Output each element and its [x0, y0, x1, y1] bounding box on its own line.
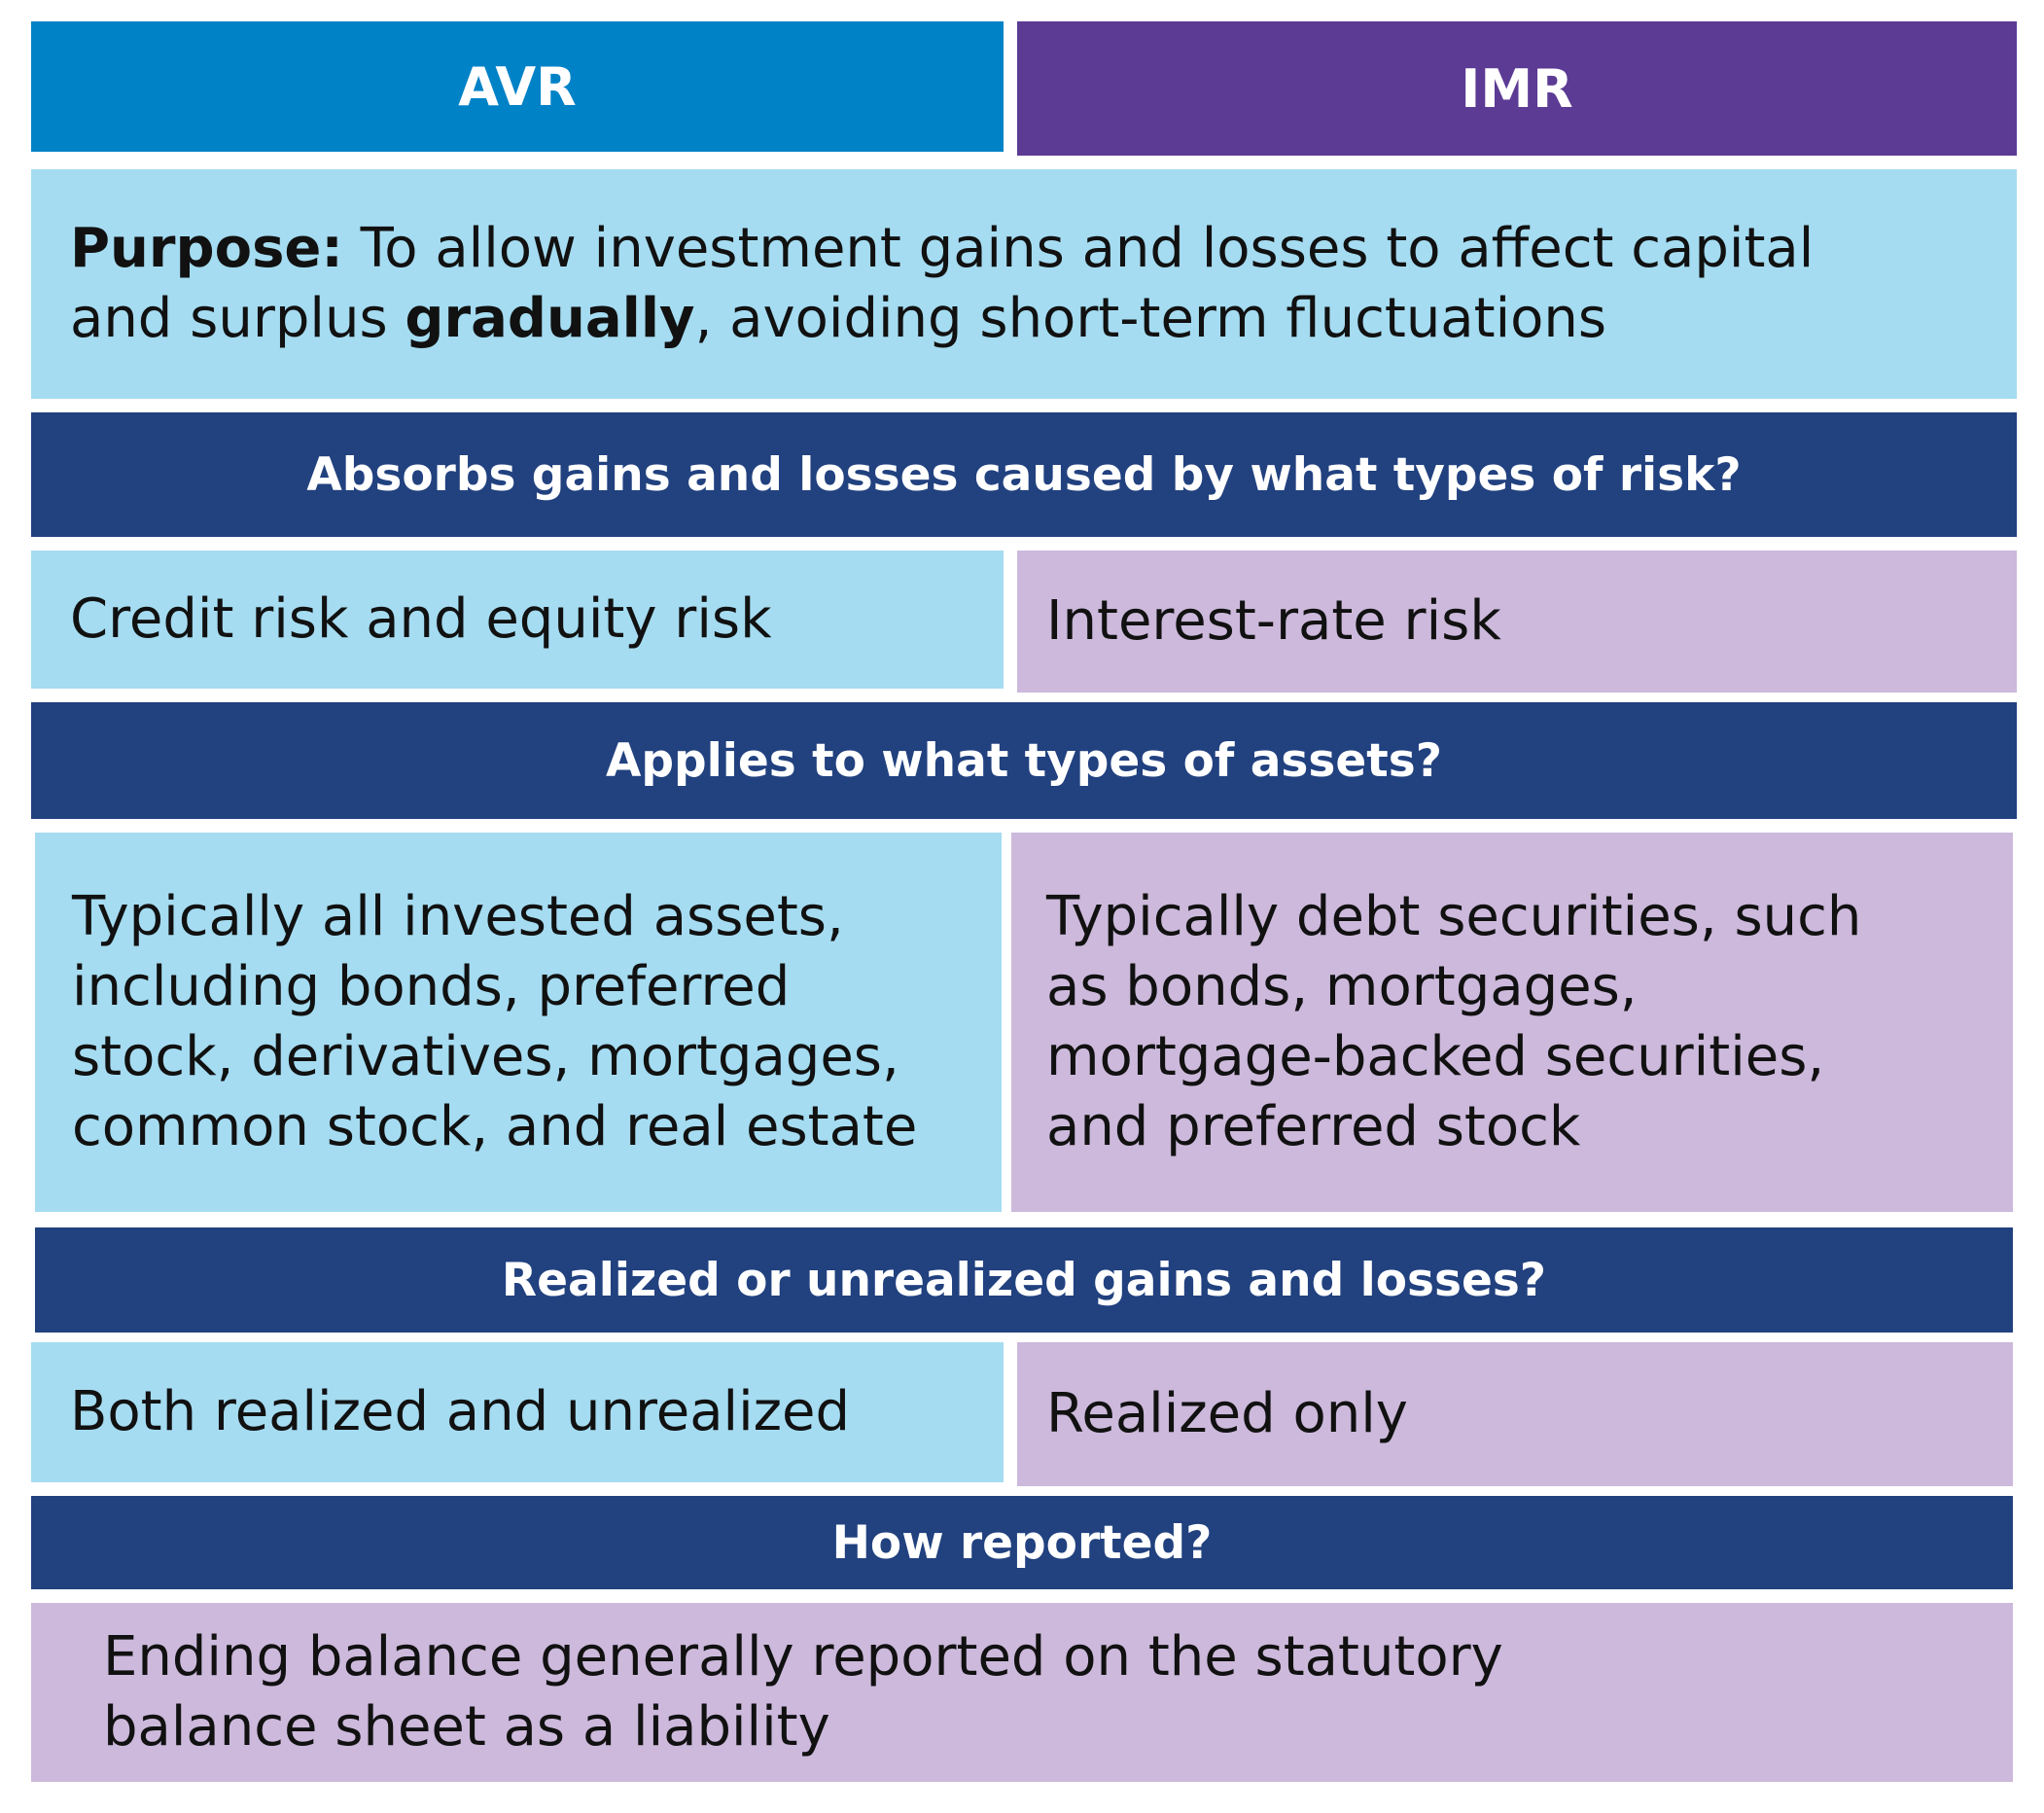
imr-header-label: IMR — [1461, 57, 1573, 120]
reported-answer-text: Ending balance generally reported on the… — [103, 1625, 1503, 1759]
reported-question-header: How reported? — [31, 1496, 2013, 1589]
assets-question: Applies to what types of assets? — [606, 733, 1442, 788]
avr-gains-cell: Both realized and unrealized — [31, 1342, 1004, 1482]
avr-header-label: AVR — [458, 55, 577, 118]
purpose-text: Purpose: To allow investment gains and l… — [70, 214, 1918, 354]
purpose-label: Purpose: — [70, 217, 343, 280]
gains-question-header: Realized or unrealized gains and losses? — [35, 1227, 2013, 1333]
imr-gains-cell: Realized only — [1017, 1342, 2013, 1486]
assets-question-header: Applies to what types of assets? — [31, 702, 2017, 819]
avr-assets-text: Typically all invested assets, including… — [72, 885, 918, 1158]
imr-assets-text: Typically debt securities, such as bonds… — [1046, 885, 1862, 1158]
imr-gains-text: Realized only — [1046, 1382, 1408, 1445]
imr-risk-cell: Interest-rate risk — [1017, 551, 2017, 693]
purpose-text-part1: To allow investment gains and losses to … — [70, 217, 1815, 350]
risk-question-header: Absorbs gains and losses caused by what … — [31, 412, 2017, 537]
avr-gains-text: Both realized and unrealized — [70, 1380, 851, 1443]
avr-risk-cell: Credit risk and equity risk — [31, 551, 1004, 689]
imr-risk-text: Interest-rate risk — [1046, 589, 1501, 653]
reported-answer-cell: Ending balance generally reported on the… — [31, 1603, 2013, 1782]
gains-question: Realized or unrealized gains and losses? — [501, 1253, 1547, 1307]
imr-assets-cell: Typically debt securities, such as bonds… — [1011, 833, 2013, 1212]
purpose-cell: Purpose: To allow investment gains and l… — [31, 169, 2017, 399]
avr-assets-cell: Typically all invested assets, including… — [35, 833, 1002, 1212]
avr-risk-text: Credit risk and equity risk — [70, 587, 772, 651]
reported-question: How reported? — [831, 1515, 1213, 1570]
purpose-text-part2: , avoiding short-term fluctuations — [694, 287, 1607, 350]
risk-question: Absorbs gains and losses caused by what … — [306, 447, 1742, 502]
purpose-emphasis: gradually — [405, 287, 695, 350]
imr-column-header: IMR — [1017, 21, 2017, 156]
avr-column-header: AVR — [31, 21, 1004, 152]
